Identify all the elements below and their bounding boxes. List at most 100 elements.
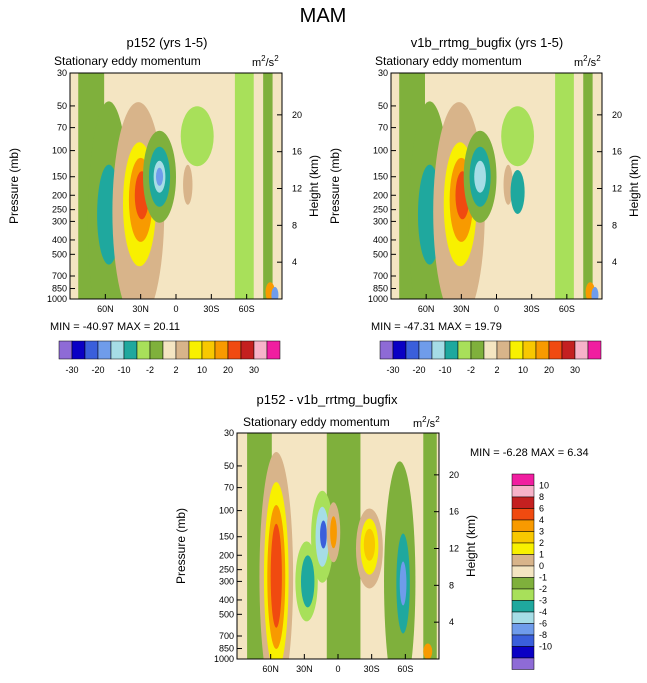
- y-tick-label: 70: [57, 123, 67, 133]
- colorbar-swatch: [214, 340, 229, 360]
- y-tick-label: 700: [52, 271, 67, 281]
- contour-band-negative: [555, 73, 574, 299]
- contour-field: [391, 73, 602, 299]
- y-tick-label: 700: [219, 631, 234, 641]
- colorbar-label: 2: [173, 365, 178, 375]
- contour-region: [501, 106, 535, 167]
- y-tick-label: 250: [373, 205, 388, 215]
- colorbar-label: 3: [539, 527, 544, 537]
- y-axis-label: Pressure (mb): [174, 508, 188, 584]
- colorbar-swatch: [535, 340, 550, 360]
- colorbar-swatch: [522, 340, 537, 360]
- height-tick-label: 12: [292, 184, 302, 194]
- colorbar-swatch: [587, 340, 602, 360]
- colorbar-label: 0: [539, 561, 544, 571]
- y-tick-label: 70: [224, 483, 234, 493]
- colorbar-label: -1: [539, 573, 547, 583]
- panel-title: p152 (yrs 1-5): [127, 35, 208, 50]
- colorbar-swatch: [175, 340, 190, 360]
- y-tick-label: 50: [57, 101, 67, 111]
- y-tick-label: 50: [378, 101, 388, 111]
- colorbar-swatch: [379, 340, 394, 360]
- x-tick-label: 0: [335, 664, 340, 674]
- contour-negative: [300, 555, 315, 608]
- contour-positive-core: [363, 528, 376, 561]
- height-tick-label: 16: [612, 147, 622, 157]
- y-tick-label: 1000: [47, 294, 67, 304]
- colorbar-swatch: [110, 340, 125, 360]
- y-tick-label: 30: [224, 428, 234, 438]
- colorbar-label: 10: [518, 365, 528, 375]
- contour-region: [180, 106, 214, 167]
- y-tick-label: 500: [219, 609, 234, 619]
- height-tick-label: 12: [449, 544, 459, 554]
- y-tick-label: 200: [52, 190, 67, 200]
- colorbar-swatch: [123, 340, 138, 360]
- colorbar-label: 30: [249, 365, 259, 375]
- y-tick-label: 50: [224, 461, 234, 471]
- colorbar-swatch: [511, 634, 535, 647]
- panel-subtitle: Stationary eddy momentum: [375, 54, 522, 68]
- colorbar-swatch: [266, 340, 281, 360]
- colorbar-swatch: [240, 340, 255, 360]
- contour-field: [70, 73, 282, 299]
- colorbar-swatch: [511, 473, 535, 486]
- colorbar-swatch: [511, 508, 535, 521]
- colorbar-label: 20: [544, 365, 554, 375]
- x-tick-label: 60N: [418, 304, 435, 314]
- y-axis-label: Pressure (mb): [328, 148, 342, 224]
- y-axis-label-right: Height (km): [464, 515, 478, 577]
- x-tick-label: 60S: [559, 304, 575, 314]
- y-tick-label: 500: [52, 249, 67, 259]
- colorbar-swatch: [511, 554, 535, 567]
- contour-region: [271, 287, 279, 299]
- x-tick-label: 30N: [453, 304, 470, 314]
- units-label: m2/s2: [252, 54, 279, 69]
- y-tick-label: 200: [219, 550, 234, 560]
- y-axis-label-right: Height (km): [307, 155, 321, 217]
- colorbar-swatch: [574, 340, 589, 360]
- y-tick-label: 250: [52, 205, 67, 215]
- colorbar-swatch: [561, 340, 576, 360]
- colorbar-swatch: [511, 542, 535, 555]
- x-tick-label: 0: [494, 304, 499, 314]
- y-tick-label: 850: [219, 644, 234, 654]
- contour-band-negative: [234, 73, 254, 299]
- units-label: m2/s2: [413, 415, 440, 430]
- colorbar-swatch: [201, 340, 216, 360]
- height-tick-label: 20: [612, 110, 622, 120]
- colorbar-swatch: [392, 340, 407, 360]
- y-axis-label-right: Height (km): [627, 155, 641, 217]
- y-tick-label: 850: [373, 284, 388, 294]
- colorbar-swatch: [431, 340, 446, 360]
- y-tick-label: 250: [219, 565, 234, 575]
- contour-negative-core: [476, 167, 484, 186]
- y-tick-label: 300: [219, 576, 234, 586]
- y-tick-label: 400: [52, 235, 67, 245]
- panel-subtitle: Stationary eddy momentum: [243, 415, 390, 429]
- contour-negative-core: [320, 520, 327, 549]
- colorbar-swatch: [162, 340, 177, 360]
- colorbar-swatch: [511, 496, 535, 509]
- colorbar-label: 6: [539, 504, 544, 514]
- contour-positive: [330, 516, 337, 549]
- colorbar-label: -8: [539, 630, 547, 640]
- figure-title: MAM: [300, 5, 347, 27]
- y-tick-label: 30: [378, 68, 388, 78]
- y-tick-label: 150: [52, 172, 67, 182]
- colorbar-label: -2: [539, 584, 547, 594]
- colorbar-swatch: [511, 577, 535, 590]
- colorbar-swatch: [483, 340, 498, 360]
- colorbar-swatch: [418, 340, 433, 360]
- contour-region: [591, 287, 599, 299]
- x-tick-label: 60N: [262, 664, 279, 674]
- colorbar-label: -4: [539, 607, 547, 617]
- height-tick-label: 16: [292, 147, 302, 157]
- colorbar-label: 10: [539, 481, 549, 491]
- colorbar-label: -20: [412, 365, 425, 375]
- colorbar-label: -2: [146, 365, 154, 375]
